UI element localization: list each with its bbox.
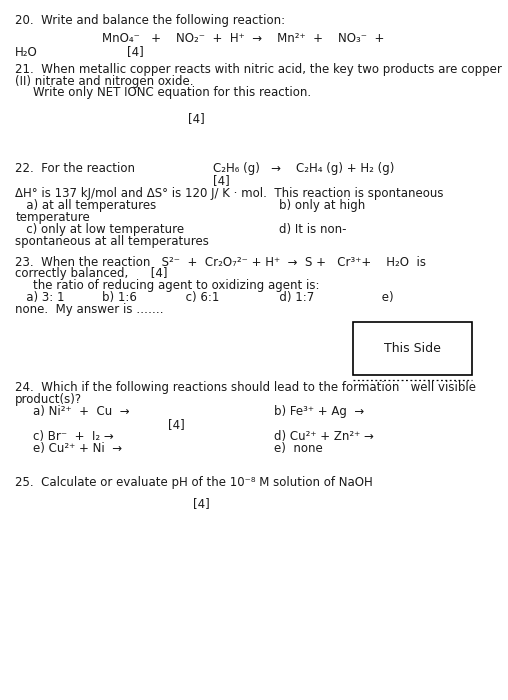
Text: ΔH° is 137 kJ/mol and ΔS° is 120 J/ K · mol.  This reaction is spontaneous: ΔH° is 137 kJ/mol and ΔS° is 120 J/ K · … [15, 187, 444, 200]
Text: C₂H₆ (g)   →    C₂H₄ (g) + H₂ (g): C₂H₆ (g) → C₂H₄ (g) + H₂ (g) [213, 162, 395, 176]
Text: temperature: temperature [15, 211, 90, 224]
Text: 20.  Write and balance the following reaction:: 20. Write and balance the following reac… [15, 14, 285, 27]
Text: [4]: [4] [193, 497, 210, 510]
Text: d) Cu²⁺ + Zn²⁺ →: d) Cu²⁺ + Zn²⁺ → [274, 430, 374, 443]
Text: [4]: [4] [213, 174, 230, 188]
Text: This Side: This Side [385, 342, 441, 355]
Text: c) Br⁻  +  I₂ →: c) Br⁻ + I₂ → [33, 430, 114, 443]
Text: e) Cu²⁺ + Ni  →: e) Cu²⁺ + Ni → [33, 442, 122, 455]
Text: 25.  Calculate or evaluate pH of the 10⁻⁸ M solution of NaOH: 25. Calculate or evaluate pH of the 10⁻⁸… [15, 476, 373, 489]
Text: a) 3: 1          b) 1:6             c) 6:1                d) 1:7                : a) 3: 1 b) 1:6 c) 6:1 d) 1:7 [15, 291, 394, 304]
Text: b) Fe³⁺ + Ag  →: b) Fe³⁺ + Ag → [274, 405, 365, 419]
Text: e)  none: e) none [274, 442, 323, 455]
Text: 22.  For the reaction: 22. For the reaction [15, 162, 135, 176]
Text: 21.  When metallic copper reacts with nitric acid, the key two products are copp: 21. When metallic copper reacts with nit… [15, 63, 502, 76]
Text: Write only NET IONC equation for this reaction.: Write only NET IONC equation for this re… [33, 86, 311, 99]
Text: [4]: [4] [127, 46, 144, 59]
Text: none.  My answer is …….: none. My answer is ……. [15, 303, 164, 316]
Text: a) Ni²⁺  +  Cu  →: a) Ni²⁺ + Cu → [33, 405, 130, 419]
Text: b) only at high: b) only at high [279, 199, 366, 212]
Text: MnO₄⁻   +    NO₂⁻  +  H⁺  →    Mn²⁺  +    NO₃⁻  +: MnO₄⁻ + NO₂⁻ + H⁺ → Mn²⁺ + NO₃⁻ + [102, 32, 384, 45]
Text: a) at all temperatures: a) at all temperatures [15, 199, 156, 212]
Text: H₂O: H₂O [15, 46, 38, 59]
Text: the ratio of reducing agent to oxidizing agent is:: the ratio of reducing agent to oxidizing… [33, 279, 320, 293]
Text: 24.  Which if the following reactions should lead to the formation   well visibl: 24. Which if the following reactions sho… [15, 382, 476, 395]
Text: 23.  When the reaction   S²⁻  +  Cr₂O₇²⁻ + H⁺  →  S +   Cr³⁺+    H₂O  is: 23. When the reaction S²⁻ + Cr₂O₇²⁻ + H⁺… [15, 256, 426, 269]
Text: d) It is non-: d) It is non- [279, 223, 347, 236]
Text: (II) nitrate and nitrogen oxide.: (II) nitrate and nitrogen oxide. [15, 75, 194, 88]
Text: product(s)?: product(s)? [15, 393, 82, 407]
Text: [4]: [4] [188, 112, 205, 125]
Text: correctly balanced,      [4]: correctly balanced, [4] [15, 267, 168, 281]
Bar [353, 322, 472, 374]
Text: [4]: [4] [168, 418, 184, 431]
Text: c) only at low temperature: c) only at low temperature [15, 223, 184, 236]
Text: spontaneous at all temperatures: spontaneous at all temperatures [15, 234, 209, 248]
